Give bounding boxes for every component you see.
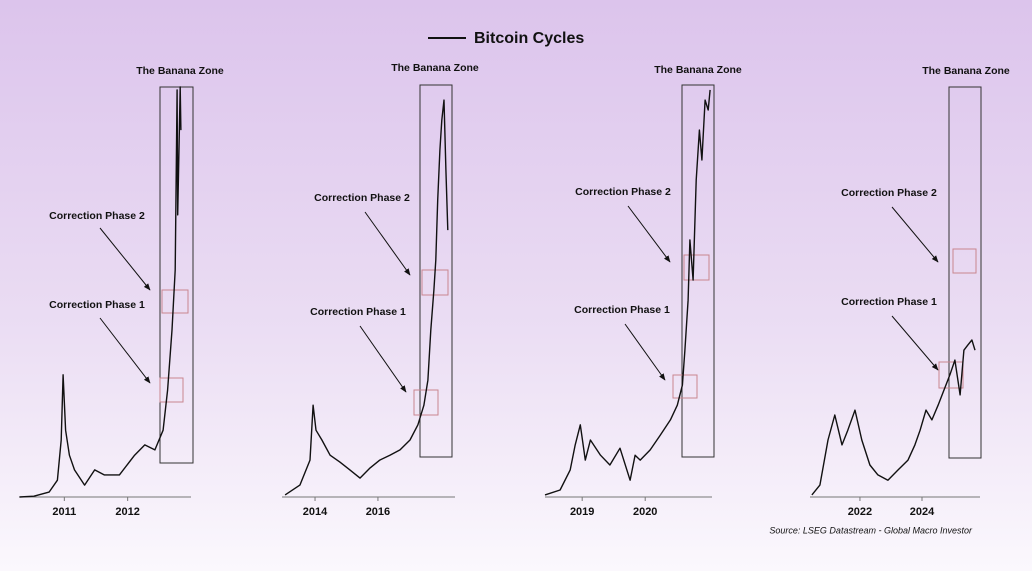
banana-zone-label: The Banana Zone <box>922 65 1010 77</box>
correction-label: Correction Phase 2 <box>575 186 671 198</box>
correction-arrow <box>891 206 939 263</box>
banana-zone-box <box>159 86 194 464</box>
banana-zone-label: The Banana Zone <box>654 64 742 76</box>
source-note: Source: LSEG Datastream - Global Macro I… <box>769 525 973 535</box>
correction-arrow <box>891 315 939 371</box>
x-tick-label: 2014 <box>303 506 328 518</box>
correction-arrow <box>627 205 671 263</box>
price-line <box>19 86 182 498</box>
correction-box <box>672 374 698 399</box>
banana-zone-label: The Banana Zone <box>136 65 224 77</box>
legend-label: Bitcoin Cycles <box>474 30 584 47</box>
price-line <box>544 89 711 496</box>
x-tick-label: 2012 <box>115 506 139 518</box>
correction-arrow <box>99 227 151 291</box>
correction-arrow <box>364 211 411 276</box>
price-line <box>811 339 976 496</box>
correction-box <box>159 377 184 403</box>
correction-label: Correction Phase 1 <box>310 306 406 318</box>
x-tick-label: 2011 <box>52 506 76 518</box>
correction-arrow <box>624 323 666 381</box>
correction-label: Correction Phase 2 <box>841 187 937 199</box>
banana-zone-box <box>948 86 982 459</box>
correction-arrow <box>99 317 151 384</box>
x-tick-label: 2019 <box>570 506 594 518</box>
x-tick-label: 2024 <box>910 506 935 518</box>
correction-box <box>683 254 710 281</box>
banana-zone-box <box>419 84 453 458</box>
correction-label: Correction Phase 2 <box>314 192 410 204</box>
correction-box <box>952 248 977 274</box>
price-line <box>284 99 449 496</box>
x-tick-label: 2022 <box>848 506 872 518</box>
correction-label: Correction Phase 1 <box>49 299 145 311</box>
correction-box <box>161 289 189 314</box>
x-tick-label: 2016 <box>366 506 390 518</box>
correction-arrow <box>359 325 407 393</box>
correction-label: Correction Phase 1 <box>574 304 670 316</box>
correction-label: Correction Phase 2 <box>49 210 145 222</box>
correction-box <box>938 361 964 389</box>
banana-zone-box <box>681 84 715 458</box>
banana-zone-label: The Banana Zone <box>391 62 479 74</box>
correction-label: Correction Phase 1 <box>841 296 937 308</box>
x-tick-label: 2020 <box>633 506 657 518</box>
